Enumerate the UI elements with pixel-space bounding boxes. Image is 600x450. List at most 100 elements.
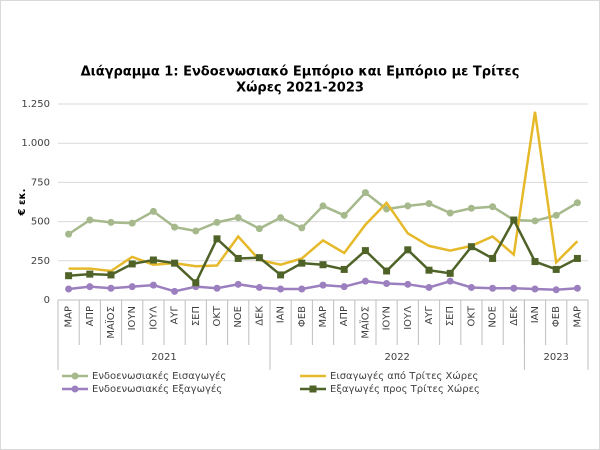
data-point — [467, 243, 475, 251]
y-tick-label: 1.250 — [21, 99, 50, 110]
x-tick-label: ΜΑΪΟΣ — [358, 306, 371, 339]
x-tick-label: ΜΑΡ — [572, 306, 583, 328]
y-tick-label: 1.000 — [21, 138, 50, 149]
x-tick-label: ΟΚΤ — [212, 305, 223, 326]
data-point — [255, 283, 263, 291]
data-point — [361, 277, 369, 285]
data-point — [531, 258, 539, 266]
x-tick-label: ΣΕΠ — [445, 306, 456, 326]
x-tick-label: ΜΑΪΟΣ — [104, 306, 117, 339]
x-tick-label: ΑΠΡ — [339, 306, 350, 326]
data-point — [171, 287, 179, 295]
x-tick-label: ΑΠΡ — [85, 306, 96, 326]
data-point — [319, 261, 327, 269]
data-point — [510, 284, 518, 292]
y-tick-label: 250 — [31, 256, 50, 267]
x-tick-label: ΝΟΕ — [233, 306, 244, 328]
legend-marker — [309, 385, 317, 393]
data-point — [573, 199, 581, 207]
data-point — [171, 223, 179, 231]
data-point — [171, 259, 179, 267]
data-point — [149, 207, 157, 215]
x-tick-label: ΝΟΕ — [488, 306, 499, 328]
x-tick-label: ΙΟΥΝ — [127, 306, 138, 330]
x-tick-label: ΙΟΥΛ — [148, 306, 159, 330]
x-tick-label: ΦΕΒ — [551, 306, 562, 327]
group-label: 2022 — [384, 352, 409, 363]
data-point — [192, 227, 200, 235]
data-point — [425, 283, 433, 291]
data-point — [383, 267, 391, 275]
data-point — [107, 284, 115, 292]
data-point — [213, 218, 221, 226]
data-point — [213, 284, 221, 292]
data-point — [446, 269, 454, 277]
data-point — [298, 224, 306, 232]
x-tick-label: ΜΑΡ — [318, 306, 329, 328]
data-point — [298, 259, 306, 267]
x-tick-label: ΙΟΥΛ — [403, 306, 414, 330]
data-point — [446, 277, 454, 285]
data-point — [361, 247, 369, 255]
data-point — [234, 214, 242, 222]
chart-title: Διάγραμμα 1: Ενδοενωσιακό Εμπόριο και Εμ… — [81, 65, 520, 80]
data-point — [277, 214, 285, 222]
x-tick-label: ΙΑΝ — [276, 306, 287, 323]
data-point — [234, 280, 242, 288]
legend-marker — [71, 385, 79, 393]
series-line — [68, 111, 579, 273]
data-point — [319, 202, 327, 210]
data-point — [446, 209, 454, 217]
data-point — [255, 225, 263, 233]
data-point — [213, 235, 221, 243]
data-point — [192, 279, 200, 287]
y-tick-label: 500 — [31, 217, 50, 228]
x-tick-label: ΜΑΡ — [64, 306, 75, 328]
legend-label: Ενδοενωσιακές Εισαγωγές — [92, 370, 226, 382]
data-point — [340, 265, 348, 273]
data-point — [489, 203, 497, 211]
data-point — [425, 200, 433, 208]
legend-label: Εξαγωγές προς Τρίτες Χώρες — [330, 383, 480, 395]
data-point — [149, 256, 157, 264]
y-tick-label: 0 — [44, 295, 50, 306]
data-point — [65, 230, 73, 238]
x-tick-label: ΙΟΥΝ — [382, 306, 393, 330]
data-point — [86, 283, 94, 291]
data-point — [383, 280, 391, 288]
legend-marker — [71, 372, 79, 380]
data-point — [107, 218, 115, 226]
data-point — [467, 283, 475, 291]
data-point — [298, 285, 306, 293]
data-point — [128, 283, 136, 291]
data-point — [107, 271, 115, 279]
data-point — [552, 265, 560, 273]
data-point — [86, 270, 94, 278]
y-axis-label: € εκ. — [17, 189, 28, 217]
data-point — [531, 285, 539, 293]
data-point — [425, 266, 433, 274]
data-point — [552, 286, 560, 294]
data-point — [531, 217, 539, 225]
data-point — [467, 204, 475, 212]
data-point — [404, 246, 412, 254]
chart-title: Χώρες 2021-2023 — [236, 81, 364, 96]
data-point — [86, 216, 94, 224]
data-point — [128, 219, 136, 227]
data-point — [573, 284, 581, 292]
y-tick-label: 750 — [31, 177, 50, 188]
data-point — [277, 285, 285, 293]
x-tick-label: ΑΥΓ — [170, 306, 181, 325]
data-point — [573, 254, 581, 262]
data-point — [128, 260, 136, 268]
x-tick-label: ΙΑΝ — [530, 306, 541, 323]
x-tick-label: ΣΕΠ — [191, 306, 202, 326]
data-point — [404, 202, 412, 210]
data-point — [489, 284, 497, 292]
data-point — [234, 254, 242, 262]
data-point — [361, 189, 369, 197]
x-tick-label: ΑΥΓ — [424, 306, 435, 325]
data-point — [552, 211, 560, 219]
data-point — [489, 254, 497, 262]
